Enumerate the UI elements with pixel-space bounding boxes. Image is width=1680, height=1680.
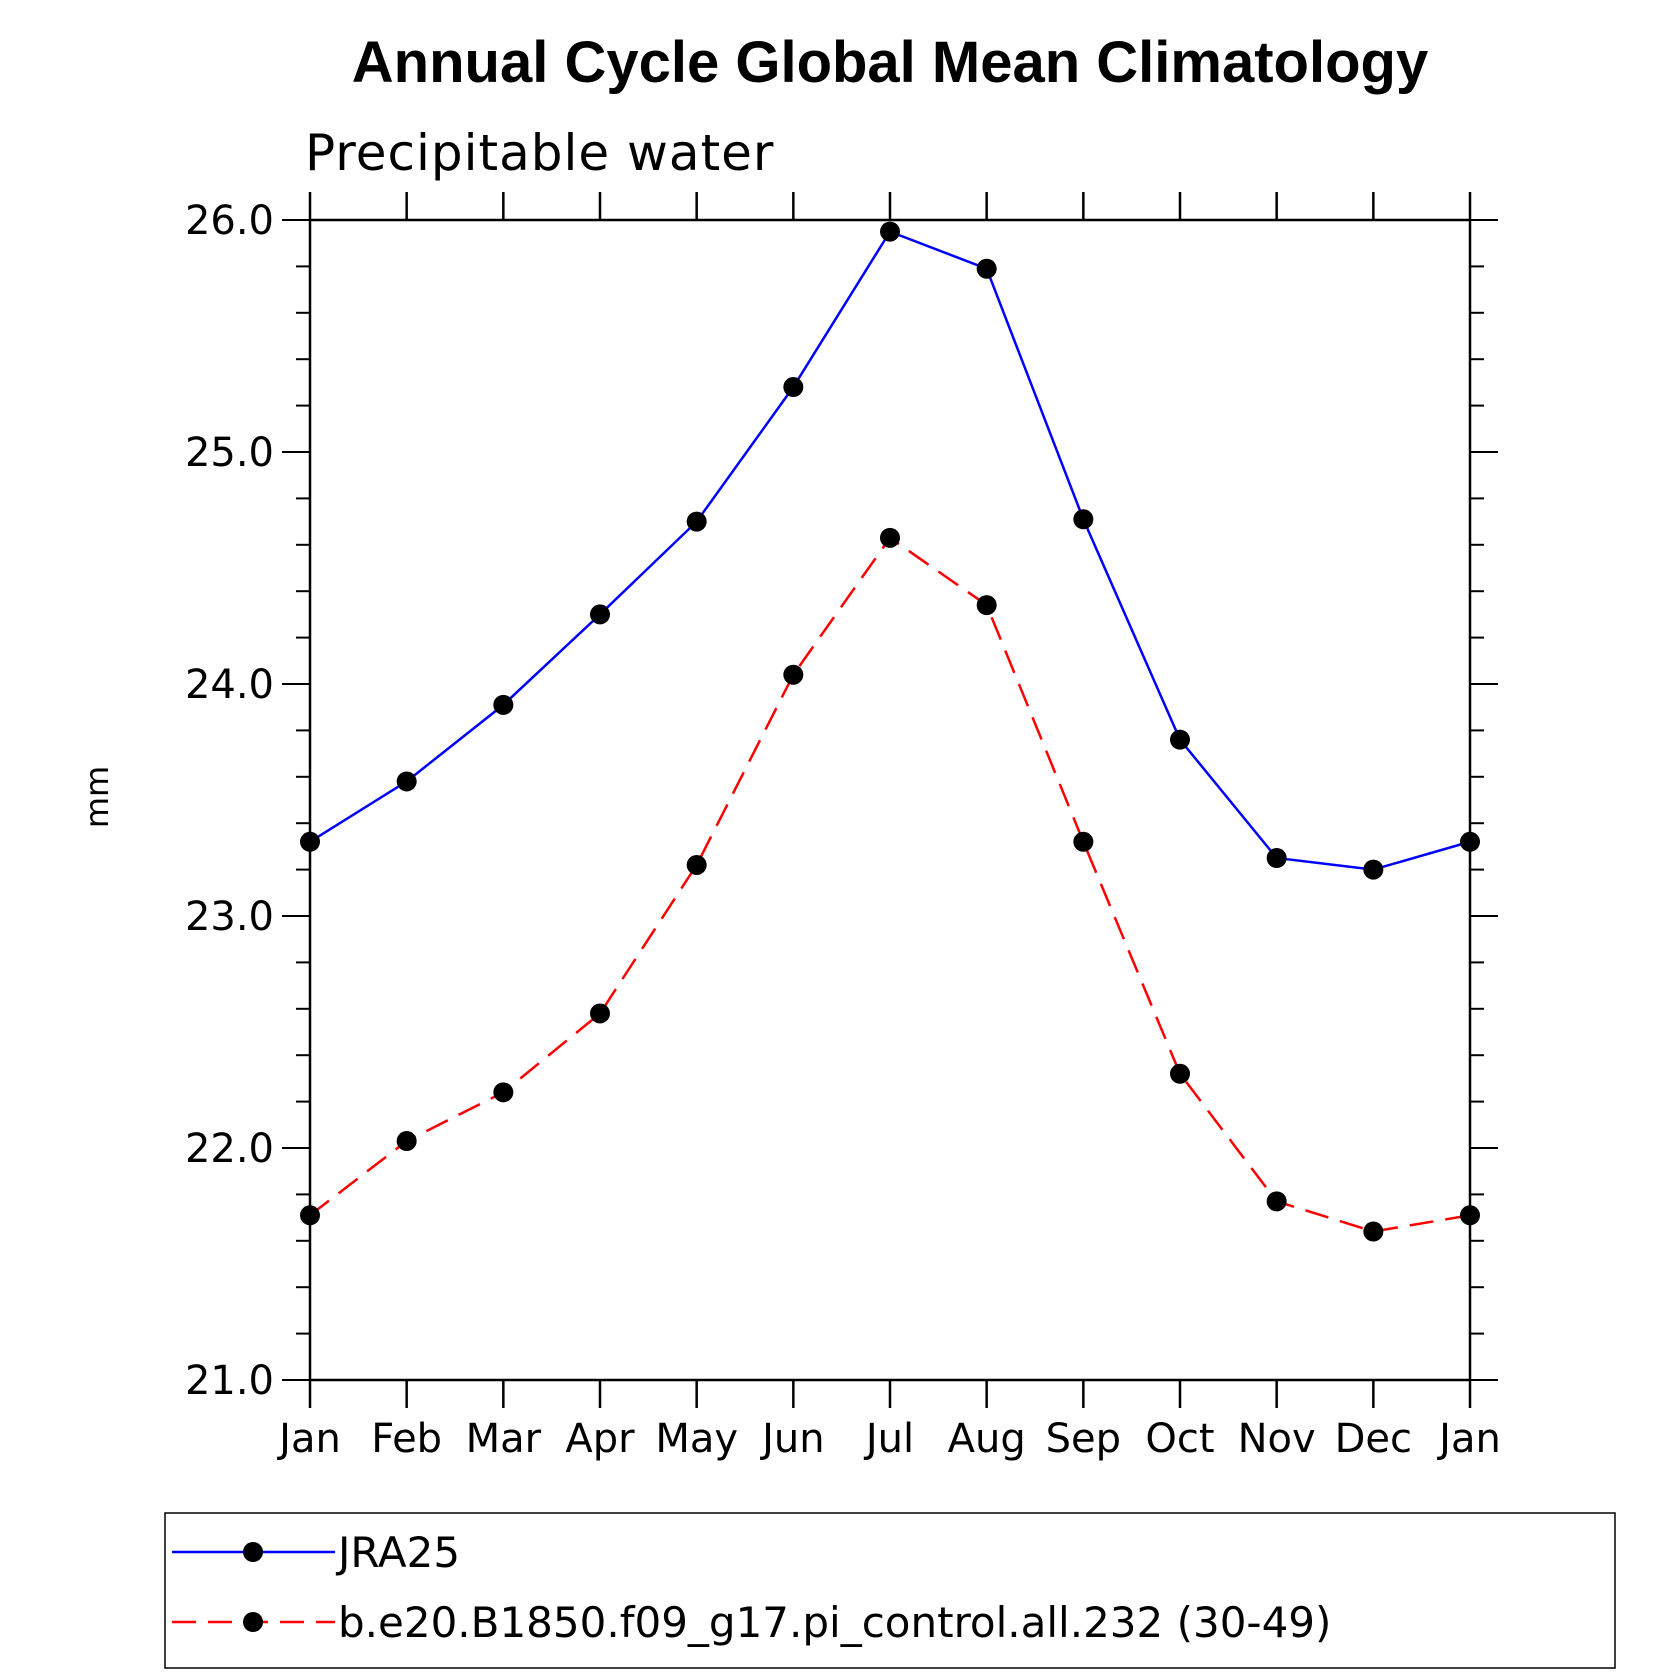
y-tick-label: 26.0	[185, 198, 274, 244]
series-1-point	[686, 854, 707, 875]
x-tick-label: Feb	[371, 1416, 442, 1462]
chart-title: Annual Cycle Global Mean Climatology	[352, 30, 1428, 95]
y-tick-labels: 21.0 22.0 23.0 24.0 25.0 26.0	[185, 198, 274, 1404]
series-1-point	[783, 664, 804, 685]
legend-label-0: JRA25	[335, 1528, 460, 1577]
chart-subtitle: Precipitable water	[305, 124, 775, 182]
x-tick-labels: Jan Feb Mar Apr May Jun Jul Aug Sep Oct Nov Dec Jan	[276, 1416, 1501, 1462]
x-tick-label: May	[655, 1416, 738, 1462]
x-tick-label: Aug	[948, 1416, 1026, 1462]
x-tick-label: Apr	[565, 1416, 635, 1462]
y-tick-label: 25.0	[185, 430, 274, 476]
series-line-1	[309, 536, 1471, 1233]
axis-ticks	[282, 192, 1498, 1408]
y-tick-label: 22.0	[185, 1126, 274, 1172]
series-0-point	[1073, 509, 1094, 530]
y-tick-label: 24.0	[185, 662, 274, 708]
series-1-point	[590, 1003, 610, 1024]
series-0-point	[880, 221, 900, 242]
legend-marker-0	[243, 1542, 263, 1562]
x-tick-label: Sep	[1046, 1416, 1121, 1462]
x-tick-label: Jul	[863, 1416, 914, 1462]
x-tick-label: Mar	[466, 1416, 542, 1462]
series-0-point	[590, 604, 610, 625]
series-0-point	[1170, 729, 1190, 750]
series-1-point	[1073, 831, 1094, 852]
series-layer	[300, 221, 1480, 1242]
legend-marker-1	[243, 1612, 263, 1632]
y-tick-label: 21.0	[185, 1358, 274, 1404]
series-1-point	[880, 527, 900, 548]
plot-frame	[308, 218, 1472, 1382]
series-0-point	[976, 258, 997, 279]
series-1-point	[396, 1131, 417, 1152]
x-tick-label: Jan	[1436, 1416, 1501, 1462]
x-tick-label: Jun	[759, 1416, 825, 1462]
x-tick-label: Nov	[1238, 1416, 1316, 1462]
series-1-point	[1266, 1191, 1287, 1212]
series-1-point	[1170, 1063, 1190, 1084]
series-0-point	[686, 511, 707, 532]
legend-label-1: b.e20.B1850.f09_g17.pi_control.all.232 (…	[338, 1598, 1331, 1647]
series-0-point	[396, 771, 417, 792]
legend: JRA25 b.e20.B1850.f09_g17.pi_control.all.…	[164, 1512, 1616, 1669]
y-tick-label: 23.0	[185, 894, 274, 940]
series-1-point	[1363, 1221, 1384, 1242]
series-line-0	[309, 230, 1471, 871]
y-axis-label: mm	[78, 766, 116, 828]
series-1-point	[493, 1082, 514, 1103]
series-0-point	[783, 377, 804, 398]
legend-box	[164, 1512, 1616, 1669]
x-tick-label: Oct	[1145, 1416, 1214, 1462]
series-0-point	[1363, 859, 1384, 880]
series-0-point	[1266, 848, 1287, 868]
x-tick-label: Dec	[1335, 1416, 1412, 1462]
x-tick-label: Jan	[276, 1416, 341, 1462]
series-1-point	[976, 595, 997, 616]
series-0-point	[493, 694, 514, 715]
